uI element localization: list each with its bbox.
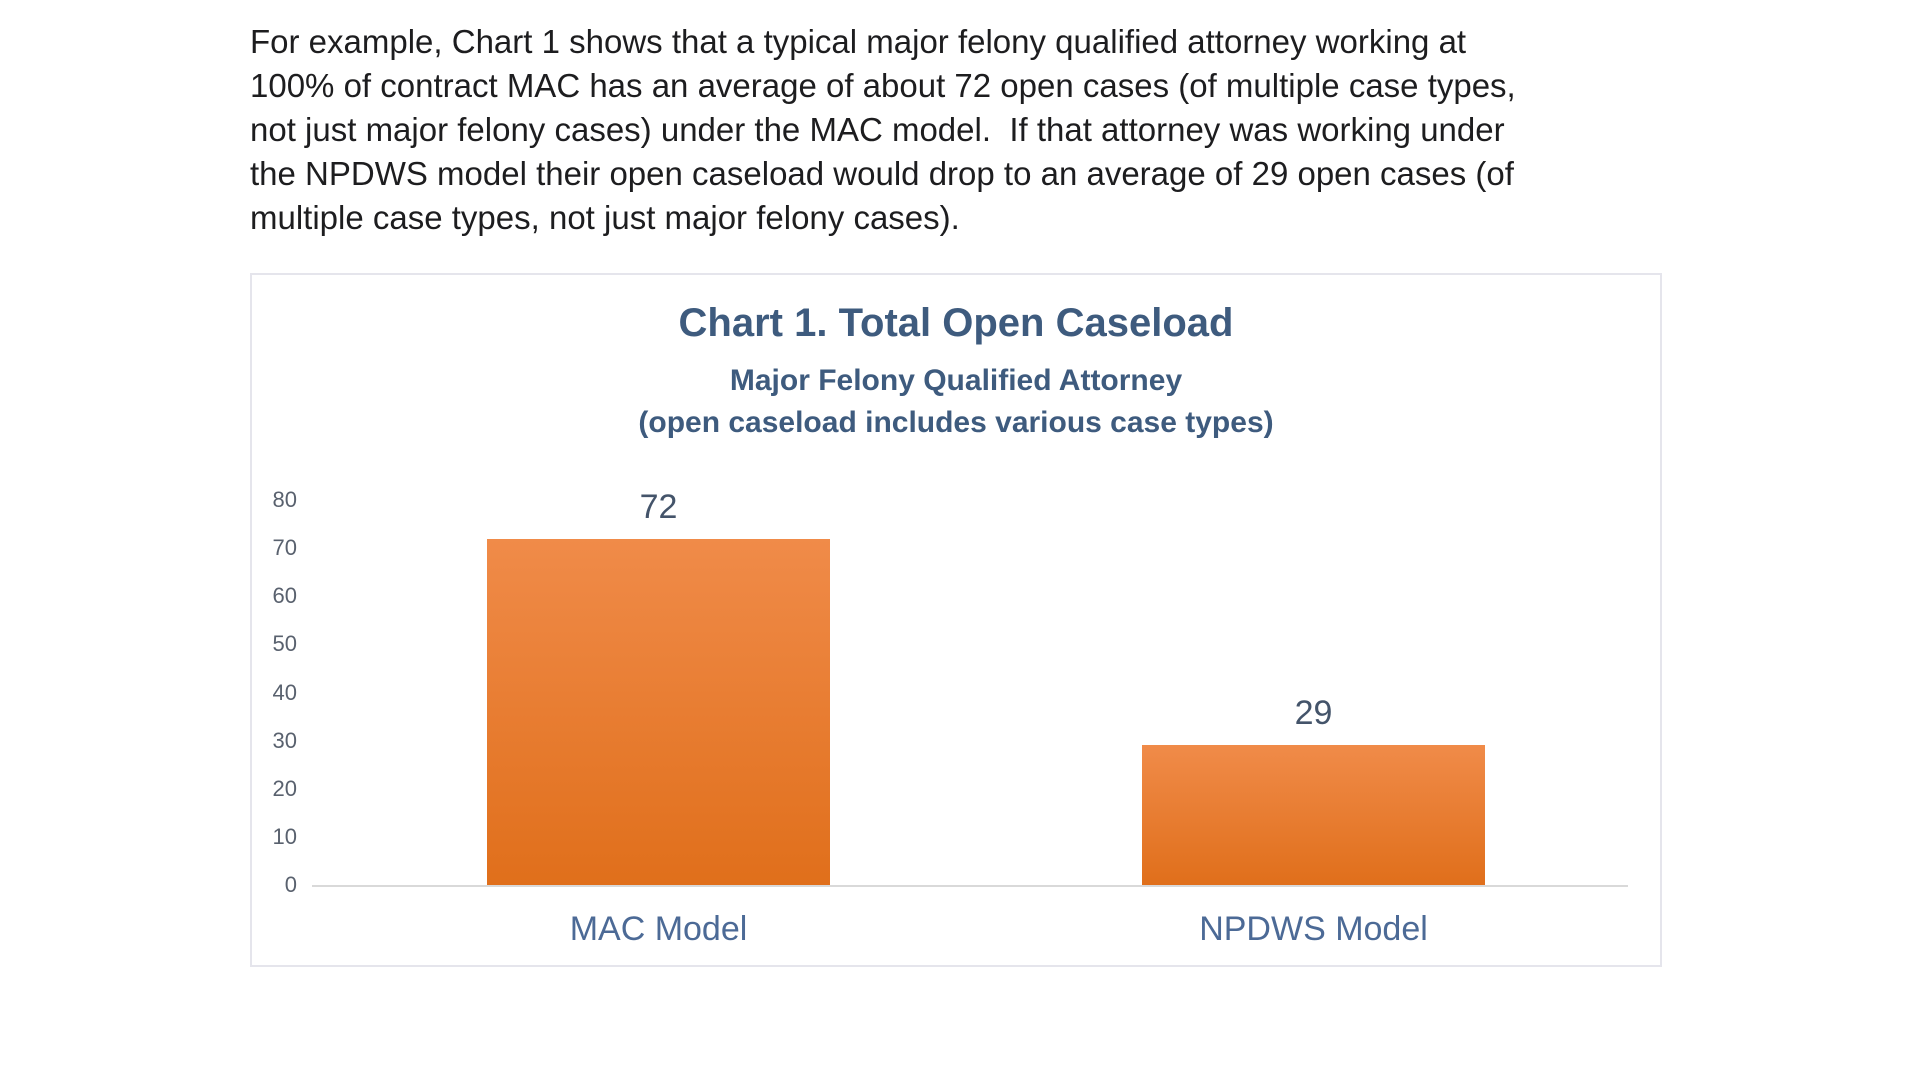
y-axis-tick-label: 80 (272, 487, 297, 512)
paragraph-line: 100% of contract MAC has an average of a… (250, 67, 1516, 104)
y-axis-tick-label: 30 (272, 727, 297, 753)
bar-value-label: 29 (1294, 694, 1333, 733)
y-axis-tick-label: 50 (272, 631, 297, 657)
bar-mac-model (487, 538, 830, 885)
category-label: NPDWS Model (1199, 910, 1428, 948)
y-axis-tick-label: 40 (272, 679, 297, 705)
plot-area: 0 10 20 30 40 50 60 70 80 72 MAC Model 29 NPDWS Mode… (252, 455, 1660, 960)
y-axis-tick-label: 0 (284, 872, 297, 897)
paragraph-line: multiple case types, not just major felo… (250, 199, 960, 236)
chart-title: Chart 1. Total Open Caseload (678, 301, 1234, 345)
bar-value-label: 72 (639, 487, 678, 526)
chart-subtitle-line2: (open caseload includes various case typ… (638, 406, 1274, 439)
chart-container: Chart 1. Total Open Caseload Major Felon… (250, 273, 1662, 967)
body-paragraph: For example, Chart 1 shows that a typica… (250, 20, 1700, 240)
paragraph-line: the NPDWS model their open caseload woul… (250, 155, 1514, 192)
y-axis-tick-label: 10 (272, 823, 297, 849)
chart-subtitle: Major Felony Qualified Attorney (729, 364, 1183, 397)
paragraph-line: not just major felony cases) under the M… (250, 111, 1505, 148)
paragraph-line: For example, Chart 1 shows that a typica… (250, 23, 1467, 60)
x-axis-line (312, 885, 1628, 887)
category-label: MAC Model (569, 910, 748, 948)
bar-npdws-model (1142, 745, 1485, 885)
y-axis-tick-label: 70 (272, 535, 297, 561)
y-axis-tick-label: 20 (272, 775, 297, 801)
y-axis-tick-label: 60 (272, 583, 297, 609)
